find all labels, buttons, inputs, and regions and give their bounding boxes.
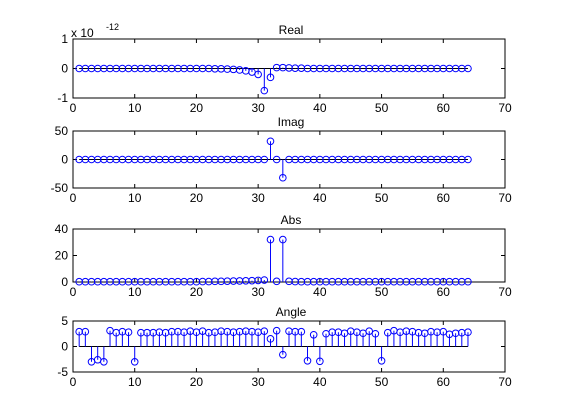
x-tick-label: 0 <box>70 101 77 115</box>
exponent-superscript: -12 <box>106 22 119 32</box>
x-tick-label: 30 <box>251 375 265 389</box>
y-tick-label: -5 <box>57 365 68 379</box>
stem-marker <box>266 137 275 146</box>
x-tick-label: 70 <box>498 101 512 115</box>
stem-marker <box>254 70 262 79</box>
stem-marker <box>266 73 275 82</box>
stem-marker <box>279 235 287 244</box>
y-tick-label: 50 <box>55 124 69 138</box>
stem-marker <box>464 64 472 73</box>
x-tick-label: 70 <box>498 285 512 299</box>
stem-marker <box>303 356 312 365</box>
y-tick-label: 0 <box>61 340 68 354</box>
stem-marker <box>100 358 108 366</box>
stem-marker <box>279 350 287 359</box>
plot-title: Angle <box>276 305 307 319</box>
stem-marker <box>371 329 380 338</box>
y-tick-label: 0 <box>61 62 68 76</box>
stem-marker <box>309 330 318 339</box>
x-tick-label: 50 <box>375 101 389 115</box>
stem-marker <box>272 155 281 164</box>
stem-marker <box>260 86 269 95</box>
x-tick-label: 70 <box>498 191 512 205</box>
stem-marker <box>464 277 472 286</box>
stem-marker <box>316 357 324 366</box>
x-tick-label: 30 <box>251 191 265 205</box>
x-tick-label: 0 <box>70 375 77 389</box>
y-tick-label: 0 <box>61 153 68 167</box>
y-tick-label: 5 <box>61 314 68 328</box>
stem-marker <box>130 358 139 366</box>
y-tick-label: 0 <box>61 275 68 289</box>
stem-marker <box>377 356 386 365</box>
stem-marker <box>260 155 269 164</box>
x-tick-label: 20 <box>190 101 204 115</box>
x-tick-label: 60 <box>437 375 451 389</box>
plot-title: Imag <box>278 115 305 129</box>
stem-marker <box>266 335 275 343</box>
y-tick-label: 40 <box>55 222 69 236</box>
x-tick-label: 10 <box>128 375 142 389</box>
x-tick-label: 60 <box>437 101 451 115</box>
x-tick-label: 50 <box>375 285 389 299</box>
stem-marker <box>464 155 472 164</box>
y-tick-label: 20 <box>55 249 69 263</box>
stem-marker <box>365 327 374 336</box>
y-tick-label: -1 <box>57 91 68 105</box>
x-tick-label: 40 <box>313 101 327 115</box>
plot-frame <box>72 228 506 283</box>
x-tick-label: 70 <box>498 375 512 389</box>
x-tick-label: 0 <box>70 191 77 205</box>
stem-marker <box>272 277 281 286</box>
stem-marker <box>81 327 90 336</box>
x-tick-label: 60 <box>437 285 451 299</box>
x-tick-label: 20 <box>190 285 204 299</box>
exponent-label: x 10 <box>71 26 94 40</box>
x-tick-label: 20 <box>190 375 204 389</box>
x-tick-label: 50 <box>375 375 389 389</box>
axes-abs: Abs 0 10 20 30 40 50 60 70 0 20 40 <box>55 213 512 299</box>
x-tick-label: 40 <box>313 375 327 389</box>
stem-marker <box>272 326 281 335</box>
x-tick-label: 10 <box>128 101 142 115</box>
stem-marker <box>266 235 275 244</box>
stem-marker <box>464 328 472 337</box>
x-tick-label: 30 <box>251 285 265 299</box>
stem-marker <box>260 327 269 336</box>
x-tick-label: 60 <box>437 191 451 205</box>
x-tick-label: 10 <box>128 285 142 299</box>
x-tick-label: 40 <box>313 285 327 299</box>
stem-marker <box>124 328 133 337</box>
y-tick-label: 1 <box>61 32 68 46</box>
y-tick-label: -50 <box>51 181 69 195</box>
plot-title: Abs <box>281 213 302 227</box>
stem-marker <box>260 276 269 284</box>
x-tick-label: 30 <box>251 101 265 115</box>
x-tick-label: 0 <box>70 285 77 299</box>
x-tick-label: 20 <box>190 191 204 205</box>
x-tick-label: 10 <box>128 191 142 205</box>
stem-marker <box>297 327 306 336</box>
x-tick-label: 50 <box>375 191 389 205</box>
plot-title: Real <box>279 23 304 37</box>
x-tick-label: 40 <box>313 191 327 205</box>
stem-marker <box>279 173 287 182</box>
stem-marker <box>439 327 448 336</box>
